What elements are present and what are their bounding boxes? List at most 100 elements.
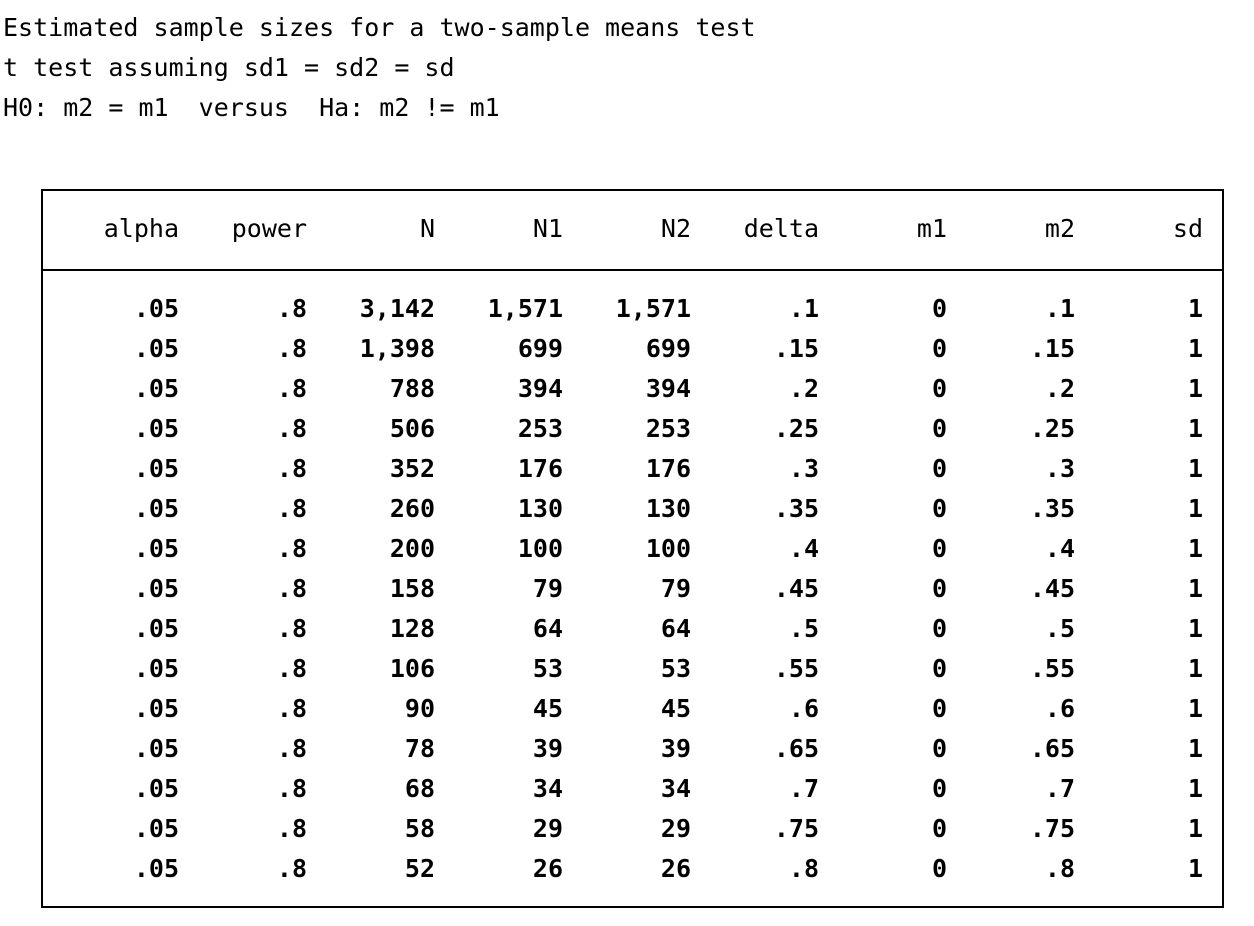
cell-sd: 1 (1187, 734, 1203, 763)
column-header-m1: m1 (916, 214, 947, 243)
cell-delta: .8 (788, 854, 819, 883)
cell-alpha: .05 (133, 294, 179, 323)
cell-m1: 0 (931, 854, 947, 883)
cell-n2: 53 (660, 654, 691, 683)
cell-alpha: .05 (133, 374, 179, 403)
cell-sd: 1 (1187, 654, 1203, 683)
cell-sd: 1 (1187, 534, 1203, 563)
cell-sd: 1 (1187, 294, 1203, 323)
cell-m1: 0 (931, 614, 947, 643)
cell-delta: .7 (788, 774, 819, 803)
cell-power: .8 (276, 374, 307, 403)
cell-n1: 34 (532, 774, 563, 803)
cell-delta: .55 (773, 654, 819, 683)
cell-delta: .2 (788, 374, 819, 403)
cell-n1: 253 (517, 414, 563, 443)
cell-n1: 100 (517, 534, 563, 563)
cell-alpha: .05 (133, 534, 179, 563)
cell-n2: 79 (660, 574, 691, 603)
cell-sd: 1 (1187, 614, 1203, 643)
table-row: .05 .8 58 29 29 .75 0 .75 1 (43, 809, 1222, 849)
cell-m2: .5 (1044, 614, 1075, 643)
cell-n2: 253 (645, 414, 691, 443)
cell-n: 78 (404, 734, 435, 763)
column-header-m2: m2 (1044, 214, 1075, 243)
cell-m2: .45 (1029, 574, 1075, 603)
cell-n1: 53 (532, 654, 563, 683)
table-row: .05 .8 3,142 1,571 1,571 .1 0 .1 1 (43, 289, 1222, 329)
cell-n2: 699 (645, 334, 691, 363)
cell-power: .8 (276, 774, 307, 803)
cell-power: .8 (276, 294, 307, 323)
cell-m1: 0 (931, 294, 947, 323)
cell-n: 68 (404, 774, 435, 803)
cell-n2: 176 (645, 454, 691, 483)
cell-power: .8 (276, 454, 307, 483)
table-row: .05 .8 1,398 699 699 .15 0 .15 1 (43, 329, 1222, 369)
cell-power: .8 (276, 814, 307, 843)
cell-m1: 0 (931, 574, 947, 603)
column-header-alpha: alpha (103, 214, 179, 243)
cell-n2: 394 (645, 374, 691, 403)
cell-n1: 64 (532, 614, 563, 643)
table-header-row: alpha power N N1 N2 delta m1 m2 sd (43, 191, 1222, 271)
cell-delta: .45 (773, 574, 819, 603)
cell-sd: 1 (1187, 854, 1203, 883)
cell-m2: .75 (1029, 814, 1075, 843)
hypothesis-line: H0: m2 = m1 versus Ha: m2 != m1 (3, 93, 500, 122)
cell-sd: 1 (1187, 334, 1203, 363)
cell-alpha: .05 (133, 614, 179, 643)
cell-n2: 64 (660, 614, 691, 643)
cell-alpha: .05 (133, 774, 179, 803)
cell-n1: 26 (532, 854, 563, 883)
cell-alpha: .05 (133, 694, 179, 723)
cell-n: 352 (389, 454, 435, 483)
cell-n1: 394 (517, 374, 563, 403)
table-row: .05 .8 78 39 39 .65 0 .65 1 (43, 729, 1222, 769)
cell-m2: .35 (1029, 494, 1075, 523)
cell-m1: 0 (931, 694, 947, 723)
cell-n2: 26 (660, 854, 691, 883)
cell-n: 1,398 (359, 334, 435, 363)
cell-delta: .1 (788, 294, 819, 323)
cell-m1: 0 (931, 534, 947, 563)
cell-power: .8 (276, 694, 307, 723)
cell-alpha: .05 (133, 414, 179, 443)
output-header: Estimated sample sizes for a two-sample … (3, 8, 756, 128)
cell-power: .8 (276, 534, 307, 563)
cell-delta: .35 (773, 494, 819, 523)
cell-m2: .8 (1044, 854, 1075, 883)
cell-m1: 0 (931, 414, 947, 443)
cell-n: 58 (404, 814, 435, 843)
cell-power: .8 (276, 854, 307, 883)
cell-n: 788 (389, 374, 435, 403)
table-row: .05 .8 106 53 53 .55 0 .55 1 (43, 649, 1222, 689)
cell-delta: .75 (773, 814, 819, 843)
cell-m1: 0 (931, 814, 947, 843)
cell-sd: 1 (1187, 774, 1203, 803)
cell-sd: 1 (1187, 454, 1203, 483)
cell-n1: 29 (532, 814, 563, 843)
cell-power: .8 (276, 574, 307, 603)
cell-power: .8 (276, 334, 307, 363)
cell-m1: 0 (931, 334, 947, 363)
results-table: alpha power N N1 N2 delta m1 m2 sd .05 .8… (41, 189, 1224, 908)
table-row: .05 .8 68 34 34 .7 0 .7 1 (43, 769, 1222, 809)
cell-n: 128 (389, 614, 435, 643)
cell-n: 52 (404, 854, 435, 883)
column-header-sd: sd (1172, 214, 1203, 243)
cell-n1: 699 (517, 334, 563, 363)
table-row: .05 .8 506 253 253 .25 0 .25 1 (43, 409, 1222, 449)
table-row: .05 .8 352 176 176 .3 0 .3 1 (43, 449, 1222, 489)
table-row: .05 .8 200 100 100 .4 0 .4 1 (43, 529, 1222, 569)
cell-alpha: .05 (133, 494, 179, 523)
cell-n2: 34 (660, 774, 691, 803)
cell-n: 506 (389, 414, 435, 443)
cell-sd: 1 (1187, 414, 1203, 443)
cell-m2: .55 (1029, 654, 1075, 683)
cell-delta: .65 (773, 734, 819, 763)
output-title: Estimated sample sizes for a two-sample … (3, 13, 756, 42)
cell-alpha: .05 (133, 734, 179, 763)
table-row: .05 .8 128 64 64 .5 0 .5 1 (43, 609, 1222, 649)
cell-m2: .1 (1044, 294, 1075, 323)
